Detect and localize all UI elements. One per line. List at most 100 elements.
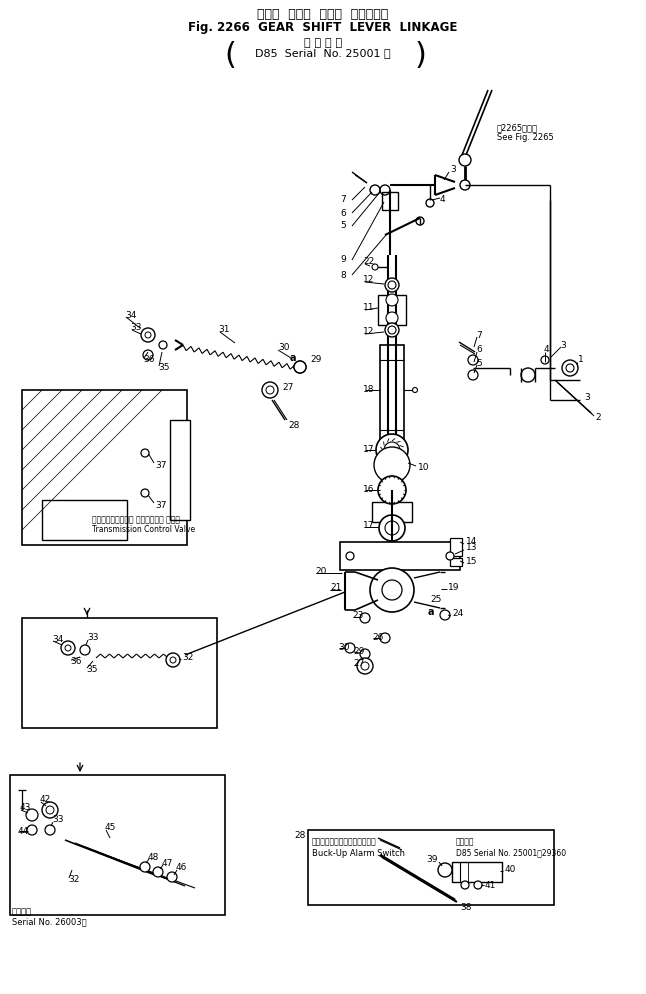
- Circle shape: [378, 476, 406, 504]
- Text: D85 Serial No. 25001～29360: D85 Serial No. 25001～29360: [456, 849, 566, 858]
- Text: Transmission Control Valve: Transmission Control Valve: [92, 526, 195, 535]
- Circle shape: [379, 515, 405, 541]
- Circle shape: [385, 521, 399, 535]
- Text: 36: 36: [143, 356, 154, 365]
- Text: 44: 44: [18, 827, 29, 837]
- Text: 41: 41: [485, 881, 496, 890]
- Text: 36: 36: [70, 657, 81, 667]
- Bar: [450, 538, 462, 556]
- Circle shape: [170, 657, 176, 663]
- Circle shape: [461, 881, 469, 889]
- Text: 35: 35: [158, 364, 169, 373]
- Text: 13: 13: [466, 544, 477, 553]
- Circle shape: [385, 323, 399, 337]
- Bar: [170, 420, 190, 520]
- Text: 43: 43: [20, 803, 32, 812]
- Circle shape: [385, 278, 399, 292]
- Text: 14: 14: [466, 538, 477, 547]
- Circle shape: [521, 368, 535, 382]
- Circle shape: [294, 361, 306, 373]
- Text: 31: 31: [218, 325, 229, 335]
- Circle shape: [27, 825, 37, 835]
- Circle shape: [474, 881, 482, 889]
- Text: 37: 37: [155, 460, 167, 469]
- Circle shape: [360, 649, 370, 659]
- Text: 46: 46: [176, 864, 187, 873]
- Bar: [308, 830, 554, 905]
- Bar: [42, 500, 127, 540]
- Text: 3: 3: [450, 165, 455, 175]
- Text: 23: 23: [352, 611, 364, 620]
- Text: 5: 5: [340, 222, 346, 231]
- Circle shape: [374, 447, 410, 483]
- Text: 27: 27: [282, 384, 293, 393]
- Circle shape: [262, 382, 278, 398]
- Text: 30: 30: [278, 344, 289, 353]
- Text: ): ): [414, 42, 426, 71]
- Circle shape: [468, 355, 478, 365]
- Circle shape: [384, 442, 400, 458]
- Text: 1: 1: [578, 356, 584, 365]
- Text: 7: 7: [476, 330, 482, 340]
- Circle shape: [145, 332, 151, 338]
- Circle shape: [141, 449, 149, 457]
- Circle shape: [153, 867, 163, 877]
- Text: 42: 42: [40, 795, 51, 804]
- Circle shape: [460, 180, 470, 190]
- Text: 12: 12: [363, 327, 375, 337]
- Circle shape: [80, 645, 90, 655]
- Circle shape: [61, 641, 75, 655]
- Bar: [378, 295, 406, 325]
- Circle shape: [372, 264, 378, 270]
- Text: 17: 17: [363, 521, 375, 530]
- Text: 35: 35: [86, 666, 98, 675]
- Text: 28: 28: [288, 420, 299, 429]
- Text: 29: 29: [353, 646, 364, 655]
- Text: 12: 12: [363, 275, 375, 284]
- Circle shape: [141, 489, 149, 497]
- Circle shape: [46, 806, 54, 814]
- Text: 第2265図参照: 第2265図参照: [497, 123, 538, 132]
- Circle shape: [438, 863, 452, 877]
- Text: 17: 17: [363, 445, 375, 454]
- Circle shape: [360, 613, 370, 623]
- Text: 25: 25: [430, 595, 441, 604]
- Text: 48: 48: [148, 853, 160, 862]
- Circle shape: [159, 341, 167, 349]
- Circle shape: [388, 326, 396, 334]
- Circle shape: [141, 328, 155, 342]
- Bar: [10, 775, 225, 915]
- Text: 11: 11: [363, 303, 375, 312]
- Circle shape: [42, 802, 58, 818]
- Circle shape: [566, 364, 574, 372]
- Text: 29: 29: [310, 356, 321, 365]
- Text: See Fig. 2265: See Fig. 2265: [497, 133, 554, 142]
- Text: 26: 26: [372, 632, 383, 641]
- Circle shape: [26, 809, 38, 821]
- Text: 適 用 号 機: 適 用 号 機: [304, 38, 342, 48]
- Text: (: (: [224, 42, 236, 71]
- Text: 32: 32: [68, 876, 79, 885]
- Text: 10: 10: [418, 463, 430, 472]
- Text: 33: 33: [52, 815, 63, 824]
- Circle shape: [468, 370, 478, 380]
- Bar: [22, 390, 187, 545]
- Text: 22: 22: [363, 257, 374, 266]
- Circle shape: [413, 388, 417, 393]
- Text: 4: 4: [544, 346, 550, 355]
- Circle shape: [361, 662, 369, 670]
- Text: 20: 20: [315, 568, 326, 577]
- Bar: [372, 502, 412, 522]
- Text: Serial No. 26003－: Serial No. 26003－: [12, 917, 87, 926]
- Circle shape: [370, 568, 414, 612]
- Text: 33: 33: [130, 323, 141, 333]
- Circle shape: [459, 154, 471, 166]
- Circle shape: [346, 552, 354, 560]
- Circle shape: [166, 653, 180, 667]
- Text: 15: 15: [466, 558, 477, 567]
- Bar: [340, 542, 460, 570]
- Bar: [380, 345, 404, 445]
- Text: 19: 19: [448, 583, 459, 592]
- Text: 38: 38: [460, 904, 472, 912]
- Text: 30: 30: [338, 642, 349, 651]
